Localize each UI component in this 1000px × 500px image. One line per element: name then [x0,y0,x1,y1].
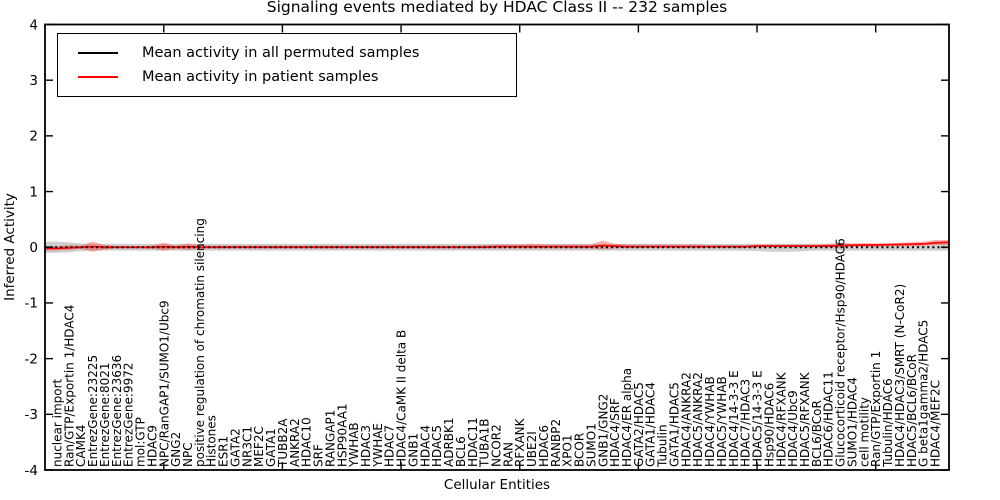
x-category-label: cell motility [857,397,871,467]
x-category-label: HDAC4/Ubc9 [786,390,800,467]
legend-label-patient: Mean activity in patient samples [142,69,379,86]
legend: Mean activity in all permuted samples Me… [57,33,517,97]
x-category-label: HDAC5/YWHAB [715,376,729,467]
x-category-label: HDAC6/HDAC11 [822,371,836,467]
x-category-label: NR3C1 [240,426,254,467]
legend-entry-patient: Mean activity in patient samples [64,69,510,85]
x-category-label: NCOR2 [490,424,504,467]
x-category-label: GATA1/HDAC5 [667,382,681,467]
x-category-label: SUMO1/HDAC4 [845,377,859,467]
x-category-label: BCL6/BCoR [810,400,824,467]
legend-label-permuted: Mean activity in all permuted samples [142,44,420,61]
x-category-label: Tubulin [656,424,670,468]
x-category-label: GATA1/HDAC4 [644,382,658,467]
x-category-label: RANBP2 [549,419,563,467]
patient-mean-line [45,241,950,250]
y-tick-label: -2 [25,351,38,367]
x-category-label: HSP90AA1 [335,403,349,467]
x-category-label: TUBB2A [276,418,290,468]
y-tick-label: 0 [29,240,38,256]
x-category-label: NPC/RanGAP1/SUMO1/Ubc9 [157,300,171,467]
x-category-label: HDAC4/RFXANK [774,371,788,467]
x-category-label: Tubulin/HDAC6 [881,378,895,468]
x-category-label: HDAC10 [300,417,314,467]
x-category-label: CAMK4 [74,425,88,467]
x-category-label: mol:GTP [134,417,148,467]
x-category-label: HDAC7/HDAC3 [739,379,753,467]
x-category-label: BCOR [573,433,587,467]
x-category-label: UBE2I [525,431,539,467]
x-category-label: HDAC7 [383,425,397,467]
x-category-label: G beta1gamma2/HDAC5 [917,320,931,467]
x-category-label: Ran/GTP/Exportin 1/HDAC4 [62,305,76,467]
x-category-label: HDAC4/ANKRA2 [679,372,693,467]
x-category-label: Histones [205,415,219,467]
chart-title: Signaling events mediated by HDAC Class … [266,0,728,16]
axes-spines [44,23,950,471]
x-category-label: TUBA1B [478,419,492,468]
x-category-label: GATA2 [228,428,242,467]
legend-entry-permuted: Mean activity in all permuted samples [64,45,510,61]
x-category-label: ESR1 [217,436,231,467]
y-tick-label: 3 [29,73,38,89]
x-category-label: HDAC4/SRF [608,398,622,467]
y-tick-label: -1 [25,296,38,312]
x-category-label: BCL6 [454,436,468,467]
x-category-label: GATA1 [264,428,278,467]
y-tick-label: -4 [25,463,38,479]
x-category-label: GNB1 [406,433,420,467]
x-category-label: positive regulation of chromatin silenci… [193,218,207,467]
x-category-label: HDAC4/14-3-3 E [727,370,741,467]
x-category-label: RAN [501,442,515,467]
y-tick-label: -3 [25,407,38,423]
x-category-label: SUMO1 [584,423,598,467]
x-category-label: HDAC9 [145,425,159,467]
x-category-label: Hsp90/HDAC6 [762,383,776,467]
legend-line-sample-permuted [78,51,118,54]
x-category-label: HDAC5 [430,425,444,467]
x-category-label: HDAC4/CaMK II delta B [395,330,409,467]
x-category-label: HDAC4/YWHAB [703,376,717,467]
x-category-label: HDAC4/HDAC3/SMRT (N-CoR2) [893,284,907,467]
x-category-label: GNG2 [169,432,183,467]
x-category-label: HDAC11 [466,417,480,467]
x-category-label: XPO1 [561,434,575,467]
x-category-label: GNB1/GNG2 [596,394,610,467]
x-category-label: nuclear import [51,378,65,467]
x-category-label: EntrezGene:23636 [110,355,124,467]
x-category-label: HDAC5/14-3-3 E [751,370,765,467]
x-category-label: ANKRA2 [288,418,302,467]
y-tick-label: 1 [29,184,38,200]
x-category-label: ADRBK1 [442,417,456,467]
x-category-label: SRF [312,444,326,467]
x-category-label: HDAC4/ER alpha [620,368,634,467]
x-category-label: HDAC4/MEF2C [929,380,943,467]
x-category-label: EntrezGene:23225 [86,355,100,467]
x-category-label: HDAC5/BCL6/BCoR [905,354,919,467]
x-axis-title: Cellular Entities [443,477,551,493]
y-tick-label: 2 [29,129,38,145]
legend-line-sample-patient [78,76,118,79]
x-category-label: MEF2C [252,426,266,467]
x-category-label: HDAC6 [537,425,551,467]
x-category-label: RANGAP1 [323,410,337,467]
x-category-label: HDAC3 [359,425,373,467]
x-category-label: YWHAE [371,423,385,468]
x-category-label: HDAC5/RFXANK [798,371,812,467]
x-category-label: Glucocorticoid receptor/Hsp90/HDAC6 [834,238,848,467]
x-category-label: GATA2/HDAC5 [632,382,646,467]
x-category-label: HDAC5/ANKRA2 [691,372,705,467]
x-category-label: HDAC4 [418,425,432,467]
x-category-label: EntrezGene:8021 [98,363,112,468]
x-category-label: RFXANK [513,417,527,467]
x-category-label: NPC [181,442,195,467]
y-axis-title: Inferred Activity [2,193,18,301]
x-category-label: YWHAB [347,422,361,468]
x-category-label: EntrezGene:9972 [122,363,136,468]
y-tick-label: 4 [29,17,38,33]
x-category-label: Ran/GTP/Exportin 1 [869,351,883,467]
